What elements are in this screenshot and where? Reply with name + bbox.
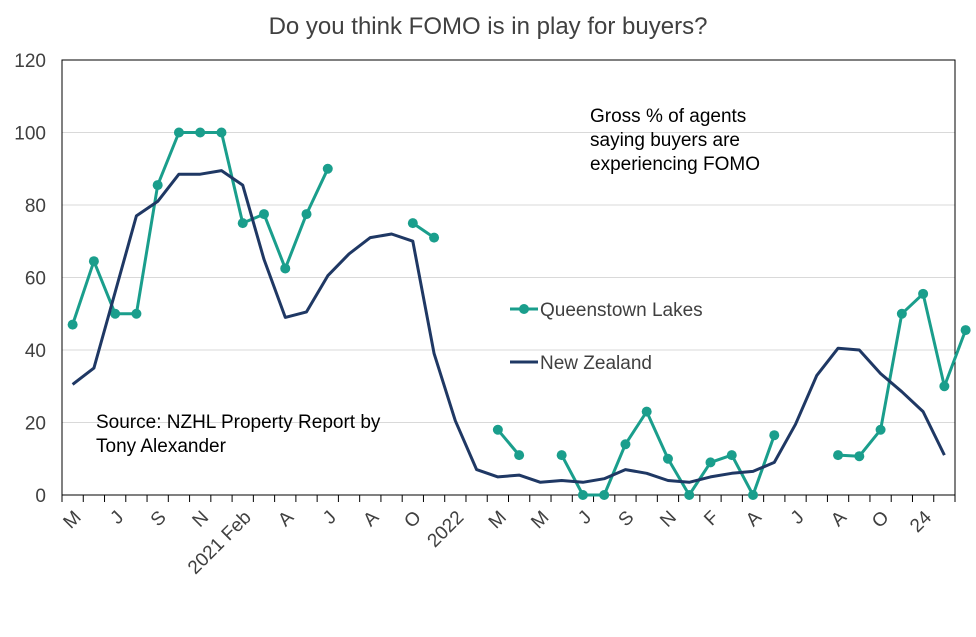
data-point: [833, 450, 844, 461]
data-point: [896, 308, 907, 319]
x-tick-label: A: [274, 507, 298, 531]
data-point: [429, 232, 440, 243]
x-tick-label: M: [485, 507, 511, 533]
data-point: [577, 490, 588, 500]
x-tick-label: A: [742, 507, 766, 531]
x-tick-label: F: [700, 507, 723, 530]
annotation-source-line1: Source: NZHL Property Report by: [96, 412, 381, 433]
x-tick-label: 2022: [424, 507, 469, 552]
gridlines: [62, 132, 955, 423]
data-point: [492, 424, 503, 435]
series-queenstown-lakes: [67, 127, 971, 500]
data-point: [726, 450, 737, 461]
plot-area: [61, 59, 956, 496]
series-layer: [67, 127, 971, 500]
data-point: [131, 308, 142, 319]
data-point: [684, 490, 695, 500]
legend-label-queenstown: Queenstown Lakes: [540, 300, 703, 321]
annotation-gross-line1: Gross % of agents: [590, 106, 746, 127]
y-tick-label: 120: [14, 51, 46, 72]
x-tick-label: S: [147, 507, 171, 531]
x-tick-label: N: [189, 507, 214, 532]
data-point: [918, 288, 929, 299]
annotation-source-line2: Tony Alexander: [96, 436, 227, 457]
x-tick-label: 24: [906, 507, 936, 537]
chart-title: Do you think FOMO is in play for buyers?: [269, 13, 708, 40]
x-tick-label: M: [527, 507, 553, 533]
data-point: [152, 180, 163, 191]
data-point: [939, 381, 950, 392]
series-line: [560, 410, 776, 497]
data-point: [173, 127, 184, 138]
x-tick-label: M: [60, 507, 86, 533]
data-point: [662, 453, 673, 464]
y-tick-label: 20: [25, 414, 46, 435]
x-tick-label: A: [359, 507, 383, 531]
y-tick-label: 60: [25, 269, 46, 290]
data-point: [960, 325, 971, 336]
data-point: [641, 406, 652, 417]
data-point: [322, 163, 333, 174]
y-tick-label: 40: [25, 341, 46, 362]
data-point: [67, 319, 78, 330]
data-point: [514, 450, 525, 461]
data-point: [110, 308, 121, 319]
annotation-gross-line2: saying buyers are: [590, 130, 740, 151]
data-point: [854, 451, 865, 462]
data-point: [280, 263, 291, 274]
data-point: [237, 218, 248, 229]
x-tick-label: S: [615, 507, 639, 531]
x-tick-label: J: [319, 507, 341, 529]
y-tick-label: 100: [14, 124, 46, 145]
legend-marker-queenstown: [519, 304, 529, 314]
y-axis-ticks: 0 20 40 60 80 100 120: [14, 51, 46, 507]
data-point: [407, 218, 418, 229]
data-point: [258, 209, 269, 220]
data-point: [875, 424, 886, 435]
data-point: [216, 127, 227, 138]
x-tick-label: J: [574, 507, 596, 529]
data-point: [748, 490, 759, 500]
y-tick-label: 80: [25, 196, 46, 217]
data-point: [301, 209, 312, 220]
x-tick-label: J: [107, 507, 129, 529]
data-point: [556, 450, 567, 461]
x-tick-label: N: [656, 507, 681, 532]
x-tick-label: O: [400, 507, 425, 532]
data-point: [620, 439, 631, 450]
x-tick-label: A: [827, 507, 851, 531]
data-point: [599, 490, 610, 500]
series-line: [71, 131, 330, 326]
y-tick-label: 0: [35, 486, 46, 507]
legend-label-new-zealand: New Zealand: [540, 353, 652, 374]
series-new-zealand: [71, 169, 946, 484]
x-tick-label: J: [787, 507, 809, 529]
series-line: [71, 169, 946, 484]
data-point: [769, 430, 780, 441]
data-point: [195, 127, 206, 138]
annotation-gross-line3: experiencing FOMO: [590, 154, 760, 175]
data-point: [88, 256, 99, 267]
data-point: [705, 457, 716, 468]
x-tick-label: O: [868, 507, 893, 532]
series-line: [496, 428, 521, 457]
legend: Queenstown Lakes New Zealand: [510, 300, 703, 374]
